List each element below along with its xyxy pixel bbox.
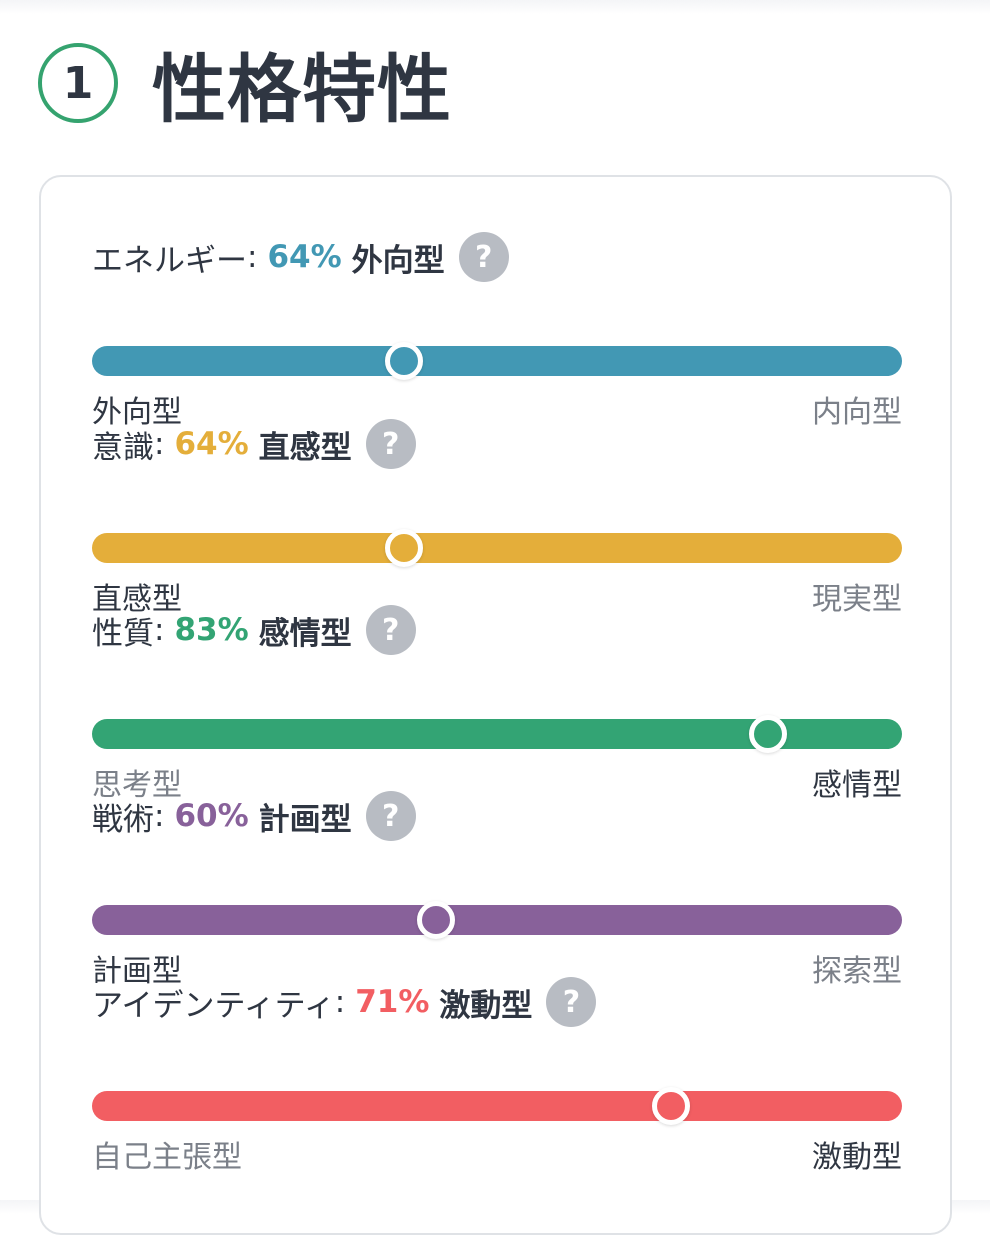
trait-labels: 自己主張型 激動型 <box>92 1132 902 1175</box>
trait-nature: 性質 : 83% 感情型 ? 思考型 感情型 <box>92 602 902 803</box>
help-icon[interactable]: ? <box>365 791 416 841</box>
trait-type: 直感型 <box>258 429 352 466</box>
help-icon[interactable]: ? <box>546 977 597 1027</box>
personality-traits-card: エネルギー : 64% 外向型 ? 外向型 内向型 意識 : 64% 直感型 ?… <box>39 175 952 1235</box>
trait-percent: 64% <box>174 426 249 462</box>
help-icon[interactable]: ? <box>365 419 416 469</box>
trait-name: アイデンティティ <box>92 987 335 1024</box>
trait-header: 意識 : 64% 直感型 ? <box>92 416 416 472</box>
trait-slider-track <box>92 529 902 567</box>
trait-labels: 思考型 感情型 <box>92 760 902 803</box>
trait-slider-track <box>92 715 902 753</box>
trait-slider-knob <box>652 1087 691 1125</box>
trait-type: 計画型 <box>258 801 352 838</box>
trait-percent: 83% <box>174 612 249 648</box>
trait-slider-knob <box>384 529 423 567</box>
trait-type: 感情型 <box>258 615 352 652</box>
trait-labels: 外向型 内向型 <box>92 387 902 430</box>
trait-header: エネルギー : 64% 外向型 ? <box>92 229 509 285</box>
trait-percent: 64% <box>267 239 342 275</box>
trait-left-label: 思考型 <box>92 768 182 803</box>
trait-left-label: 直感型 <box>92 582 182 617</box>
section-title: 性格特性 <box>152 46 452 133</box>
trait-name: 戦術 <box>92 801 154 838</box>
trait-slider-knob <box>417 901 456 939</box>
step-number-badge: 1 <box>38 43 118 123</box>
trait-energy: エネルギー : 64% 外向型 ? 外向型 内向型 <box>92 229 902 430</box>
trait-mind: 意識 : 64% 直感型 ? 直感型 現実型 <box>92 416 902 617</box>
trait-type: 激動型 <box>439 987 533 1024</box>
trait-header: 性質 : 83% 感情型 ? <box>92 602 416 658</box>
help-icon[interactable]: ? <box>458 232 509 282</box>
trait-left-label: 自己主張型 <box>92 1140 242 1175</box>
trait-right-label: 探索型 <box>812 954 902 989</box>
trait-slider-knob <box>384 342 423 380</box>
trait-header: アイデンティティ : 71% 激動型 ? <box>92 974 597 1030</box>
trait-slider-track <box>92 342 902 380</box>
trait-slider-knob <box>749 715 788 753</box>
trait-percent: 60% <box>174 798 249 834</box>
section-header: 1 性格特性 <box>38 38 452 133</box>
trait-identity: アイデンティティ : 71% 激動型 ? 自己主張型 激動型 <box>92 974 902 1175</box>
trait-right-label: 感情型 <box>812 768 902 803</box>
trait-slider-track <box>92 901 902 939</box>
trait-tactics: 戦術 : 60% 計画型 ? 計画型 探索型 <box>92 788 902 989</box>
trait-name: 性質 <box>92 615 154 652</box>
trait-percent: 71% <box>355 984 430 1020</box>
trait-colon: : <box>154 798 165 834</box>
trait-right-label: 激動型 <box>812 1140 902 1175</box>
help-icon[interactable]: ? <box>365 605 416 655</box>
trait-header: 戦術 : 60% 計画型 ? <box>92 788 416 844</box>
trait-labels: 直感型 現実型 <box>92 574 902 617</box>
trait-left-label: 外向型 <box>92 395 182 430</box>
trait-name: エネルギー <box>92 242 247 279</box>
trait-slider-track <box>92 1087 902 1125</box>
trait-right-label: 内向型 <box>812 395 902 430</box>
trait-type: 外向型 <box>351 242 445 279</box>
trait-left-label: 計画型 <box>92 954 182 989</box>
trait-labels: 計画型 探索型 <box>92 946 902 989</box>
trait-right-label: 現実型 <box>812 582 902 617</box>
trait-colon: : <box>247 239 258 275</box>
trait-colon: : <box>154 426 165 462</box>
trait-colon: : <box>154 612 165 648</box>
trait-colon: : <box>334 984 346 1020</box>
trait-name: 意識 <box>92 429 154 466</box>
